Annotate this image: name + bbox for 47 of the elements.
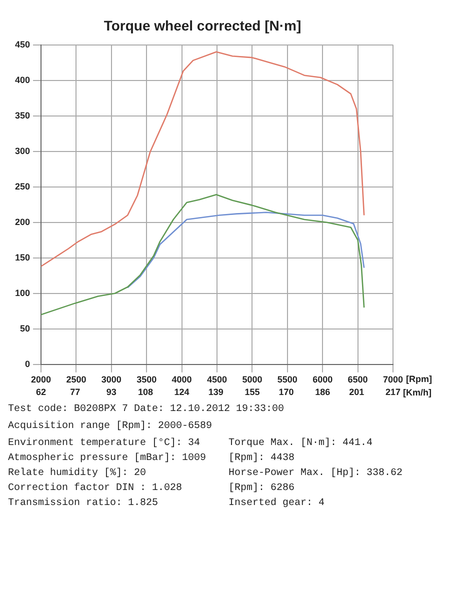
text: Test code: B0208PX 7 Date: 12.10.2012 19:33:00 <box>8 404 286 415</box>
x2-axis-title: [Km/h] <box>403 388 432 398</box>
x-tick-label: 7000 <box>382 374 404 384</box>
x2-tick-label: 108 <box>138 387 153 398</box>
x-tick-label: 6000 <box>312 374 333 384</box>
x-tick-label: 4500 <box>206 374 228 384</box>
text: Relate humidity [%]: 20 <box>8 468 148 479</box>
y-tick-label: 0 <box>25 358 30 369</box>
text: Inserted gear: 4 <box>228 498 326 509</box>
x-tick-label: 3500 <box>136 374 157 384</box>
x2-tick-label: 93 <box>106 387 116 398</box>
text: Correction factor DIN : 1.028 <box>8 483 184 494</box>
x-tick-label: 5000 <box>242 374 262 384</box>
x-tick-label: 3000 <box>101 374 122 384</box>
text: Acquisition range [Rpm]: 2000-6589 <box>8 421 214 432</box>
text: [Rpm]: 4438 <box>228 453 296 464</box>
y-tick-label: 300 <box>14 146 30 156</box>
x2-tick-label: 186 <box>315 387 330 398</box>
y-tick-label: 250 <box>14 181 30 192</box>
x2-tick-label: 124 <box>174 387 190 398</box>
y-tick-label: 50 <box>20 323 30 334</box>
text: Torque Max. [N·m]: 441.4 <box>228 438 374 449</box>
x2-tick-label: 170 <box>278 387 294 398</box>
x2-tick-label: 62 <box>36 387 46 398</box>
x2-tick-label: 155 <box>244 387 260 398</box>
x2-tick-label: 217 <box>385 387 401 398</box>
text: Environment temperature [°C]: 34 <box>8 438 202 449</box>
x2-tick-label: 139 <box>208 387 224 398</box>
x-tick-label: 4000 <box>172 374 192 384</box>
x-tick-label: 6500 <box>348 374 368 384</box>
text: [Rpm]: 6286 <box>228 483 296 494</box>
x-tick-label: 2000 <box>31 374 52 384</box>
x-tick-label: 5500 <box>277 374 298 384</box>
y-tick-label: 450 <box>14 39 30 50</box>
x2-tick-label: 77 <box>70 387 80 398</box>
y-tick-label: 350 <box>14 110 30 120</box>
y-tick-label: 200 <box>14 216 30 227</box>
x2-tick-label: 201 <box>349 387 364 398</box>
text: Atmospheric pressure [mBar]: 1009 <box>8 453 208 464</box>
x-tick-label: 2500 <box>66 374 86 384</box>
y-tick-label: 400 <box>14 74 30 85</box>
text: Horse-Power Max. [Hp]: 338.62 <box>228 468 404 479</box>
x-axis-title: [Rpm] <box>406 374 432 384</box>
chart-title: Torque wheel corrected [N·m] <box>104 17 302 34</box>
y-tick-label: 100 <box>14 288 30 298</box>
text: Transmission ratio: 1.825 <box>8 498 160 509</box>
y-tick-label: 150 <box>14 252 30 262</box>
